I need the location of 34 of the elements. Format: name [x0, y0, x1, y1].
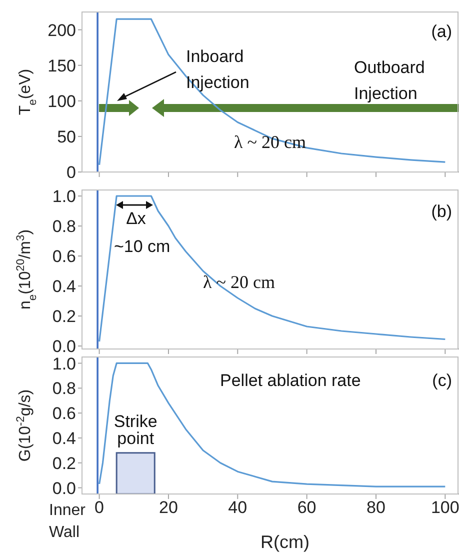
x-tick-label: 0: [94, 498, 104, 518]
x-tick-label: 80: [366, 498, 386, 518]
annotation: Pellet ablation rate: [220, 371, 361, 390]
y-tick-label: 0.4: [52, 428, 76, 448]
annotation: λ ~ 20 cm: [203, 272, 275, 292]
ref-line-label: Inner Wall: [49, 502, 86, 541]
x-axis-title: R(cm): [260, 532, 310, 552]
annotation: (b): [431, 202, 452, 221]
annotation: Δx: [126, 209, 146, 228]
y-tick-label: 0.8: [52, 379, 76, 398]
y-tick-label: 0.2: [52, 307, 76, 326]
band-label: Strike point: [114, 412, 158, 448]
annotation: (a): [431, 22, 452, 41]
y-tick-label: 1.0: [52, 187, 76, 206]
y-tick-label: 1.0: [52, 354, 76, 374]
y-tick-label: 0.2: [52, 454, 76, 473]
x-tick-label: 100: [430, 498, 459, 518]
annotation: Outboard Injection: [354, 58, 425, 103]
y-tick-label: 200: [48, 20, 76, 40]
annotation: ~10 cm: [114, 237, 170, 256]
y-tick-label: 150: [48, 56, 76, 76]
x-tick-label: 40: [228, 498, 248, 518]
x-tick-label: 60: [297, 498, 316, 518]
y-tick-label: 0.8: [52, 217, 76, 236]
y-tick-label: 0.0: [52, 478, 76, 498]
y-tick-label: 100: [48, 92, 76, 111]
x-tick-label: 20: [159, 498, 178, 518]
y-tick-label: 0.4: [52, 277, 76, 296]
y-tick-label: 50: [57, 127, 76, 146]
y-tick-label: 0.6: [52, 247, 76, 266]
y-tick-label: 0: [66, 163, 76, 182]
y-tick-label: 0.0: [52, 337, 76, 356]
y-tick-label: 0.6: [52, 404, 76, 424]
annotation: (c): [432, 371, 452, 390]
